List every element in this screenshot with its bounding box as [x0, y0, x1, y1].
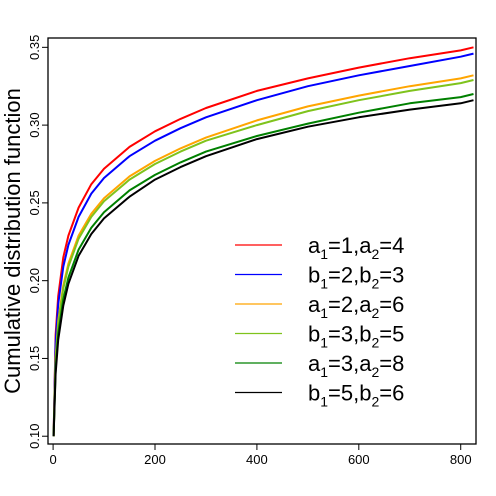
legend-label-1: a1=1,a2=4 — [308, 233, 404, 262]
legend-label-4: b1=3,b2=5 — [308, 322, 404, 351]
legend-label-2: b1=2,b2=3 — [308, 263, 404, 292]
x-tick-label: 400 — [246, 452, 268, 467]
x-tick-label: 200 — [144, 452, 166, 467]
y-axis: 0.10 0.15 0.20 0.25 0.30 0.35 — [27, 35, 48, 449]
x-tick-label: 600 — [348, 452, 370, 467]
series-layer — [52, 46, 474, 437]
legend: a1=1,a2=4b1=2,b2=3a1=2,a2=6b1=3,b2=5a1=3… — [235, 233, 404, 410]
y-tick-label: 0.25 — [27, 190, 42, 215]
plot-frame — [47, 37, 477, 445]
series-line-4 — [52, 79, 474, 437]
legend-label-5: a1=3,a2=8 — [308, 351, 404, 380]
series-line-6 — [52, 99, 474, 437]
legend-label-3: a1=2,a2=6 — [308, 292, 404, 321]
x-axis: 0 200 400 600 800 — [49, 444, 472, 467]
x-tick-label: 800 — [450, 452, 472, 467]
y-tick-label: 0.15 — [27, 346, 42, 371]
series-line-1 — [52, 46, 474, 437]
x-tick-label: 0 — [49, 452, 56, 467]
y-tick-label: 0.35 — [27, 35, 42, 60]
y-tick-label: 0.30 — [27, 112, 42, 137]
y-tick-label: 0.20 — [27, 268, 42, 293]
y-axis-label: Cumulative distribution function — [0, 88, 25, 394]
legend-label-6: b1=5,b2=6 — [308, 381, 404, 410]
y-tick-label: 0.10 — [27, 424, 42, 449]
series-line-2 — [52, 52, 474, 437]
